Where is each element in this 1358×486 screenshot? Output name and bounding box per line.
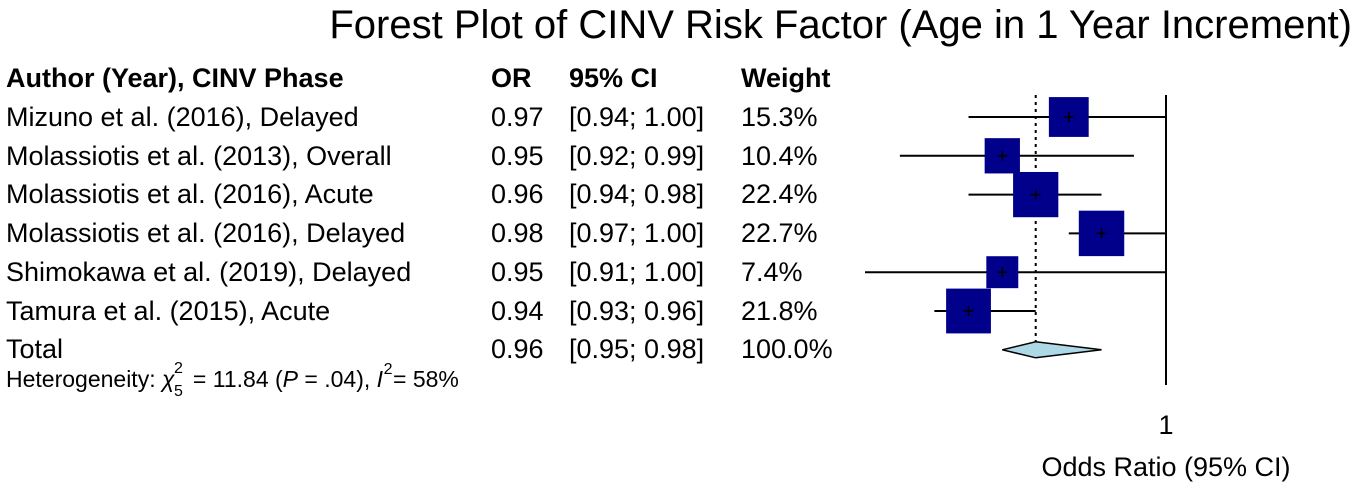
- study-ci: [0.97; 1.00]: [569, 218, 705, 248]
- total-ci: [0.95; 0.98]: [569, 334, 705, 364]
- i-value: = 58%: [393, 366, 459, 392]
- study-or: 0.97: [491, 102, 544, 132]
- het-prefix: Heterogeneity:: [6, 366, 162, 392]
- study-weight: 10.4%: [741, 141, 818, 171]
- chi-symbol: χ: [161, 366, 175, 392]
- study-label: Molassiotis et al. (2013), Overall: [6, 141, 392, 171]
- x-axis-label: Odds Ratio (95% CI): [1041, 452, 1290, 482]
- chi-value: = 11.84 (: [186, 366, 283, 392]
- total-label: Total: [6, 334, 64, 364]
- header-author: Author (Year), CINV Phase: [6, 63, 344, 93]
- study-label: Shimokawa et al. (2019), Delayed: [6, 257, 412, 287]
- total-weight: 100.0%: [741, 334, 833, 364]
- chart-title: Forest Plot of CINV Risk Factor (Age in …: [329, 3, 1352, 47]
- header-or: OR: [491, 63, 532, 93]
- header-ci: 95% CI: [569, 63, 658, 93]
- study-weight: 15.3%: [741, 102, 818, 132]
- p-symbol: P: [282, 366, 299, 392]
- study-label: Molassiotis et al. (2016), Acute: [6, 179, 374, 209]
- study-or: 0.96: [491, 179, 544, 209]
- study-label: Molassiotis et al. (2016), Delayed: [6, 218, 406, 248]
- study-or: 0.95: [491, 141, 544, 171]
- x-tick-label: 1: [1158, 410, 1173, 440]
- study-label: Tamura et al. (2015), Acute: [6, 296, 331, 326]
- p-value: = .04),: [298, 366, 377, 392]
- study-weight: 22.4%: [741, 179, 818, 209]
- i-sup: 2: [383, 361, 393, 378]
- study-label: Mizuno et al. (2016), Delayed: [6, 102, 359, 132]
- total-diamond: [1002, 341, 1102, 359]
- study-or: 0.94: [491, 296, 544, 326]
- study-or: 0.95: [491, 257, 544, 287]
- study-ci: [0.92; 0.99]: [569, 141, 705, 171]
- i-symbol: I: [376, 366, 384, 392]
- chi-df: 5: [173, 383, 183, 400]
- study-ci: [0.91; 1.00]: [569, 257, 705, 287]
- study-or: 0.98: [491, 218, 544, 248]
- total-or: 0.96: [491, 334, 544, 364]
- study-ci: [0.94; 0.98]: [569, 179, 705, 209]
- study-weight: 21.8%: [741, 296, 818, 326]
- study-weight: 7.4%: [741, 257, 803, 287]
- study-ci: [0.93; 0.96]: [569, 296, 705, 326]
- study-weight: 22.7%: [741, 218, 818, 248]
- header-weight: Weight: [741, 63, 831, 93]
- chi-sup: 2: [173, 360, 183, 377]
- study-ci: [0.94; 1.00]: [569, 102, 705, 132]
